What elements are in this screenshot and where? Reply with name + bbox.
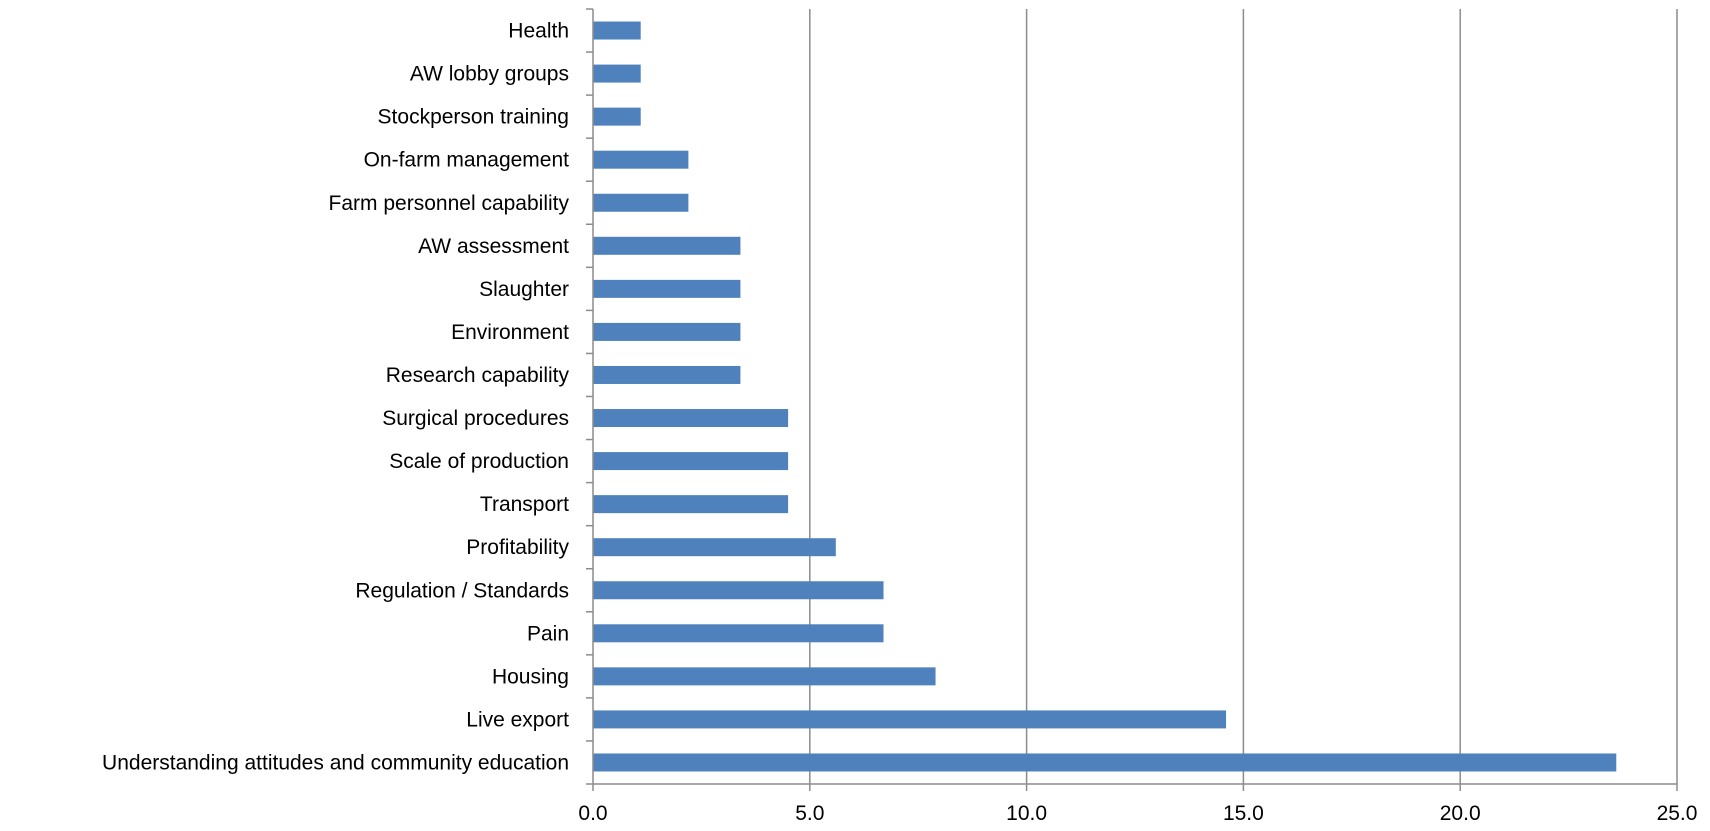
bar (593, 538, 836, 557)
category-label: Slaughter (479, 278, 569, 301)
bar (593, 667, 936, 686)
category-label: Environment (451, 321, 569, 344)
bar (593, 452, 789, 471)
category-label: Farm personnel capability (329, 192, 570, 215)
bars (593, 21, 1617, 772)
x-tick-label: 15.0 (1223, 802, 1264, 825)
bar (593, 581, 884, 600)
axes (586, 8, 1678, 791)
x-tick-labels: 0.0 5.0 10.0 15.0 20.0 25.0 (578, 802, 1697, 825)
bar (593, 624, 884, 643)
bar (593, 64, 641, 83)
category-label: Health (508, 20, 569, 43)
category-label: AW assessment (418, 235, 569, 258)
category-labels: Health AW lobby groups Stockperson trainin… (102, 20, 569, 775)
x-tick-label: 25.0 (1657, 802, 1698, 825)
category-label: Pain (527, 622, 569, 645)
category-label: Stockperson training (378, 106, 569, 129)
bar (593, 107, 641, 126)
gridlines (809, 9, 1678, 784)
bar (593, 710, 1227, 729)
category-label: Understanding attitudes and community ed… (102, 751, 569, 774)
category-label: Live export (466, 708, 569, 731)
bar (593, 236, 741, 255)
bar (593, 279, 741, 298)
bar (593, 495, 789, 514)
bar (593, 193, 689, 212)
bar (593, 365, 741, 384)
category-label: Regulation / Standards (355, 579, 569, 602)
bar (593, 21, 641, 40)
category-label: Profitability (466, 536, 569, 559)
bar (593, 322, 741, 341)
bar (593, 753, 1617, 772)
x-tick-label: 20.0 (1440, 802, 1481, 825)
category-label: AW lobby groups (410, 63, 569, 86)
category-label: Scale of production (389, 450, 569, 473)
category-label: On-farm management (364, 149, 570, 172)
category-label: Housing (492, 665, 569, 688)
x-tick-label: 5.0 (795, 802, 824, 825)
bar (593, 150, 689, 169)
category-label: Research capability (386, 364, 570, 387)
category-label: Surgical procedures (382, 407, 569, 430)
bar (593, 409, 789, 428)
category-label: Transport (480, 493, 569, 516)
x-tick-label: 0.0 (578, 802, 607, 825)
x-tick-label: 10.0 (1006, 802, 1047, 825)
